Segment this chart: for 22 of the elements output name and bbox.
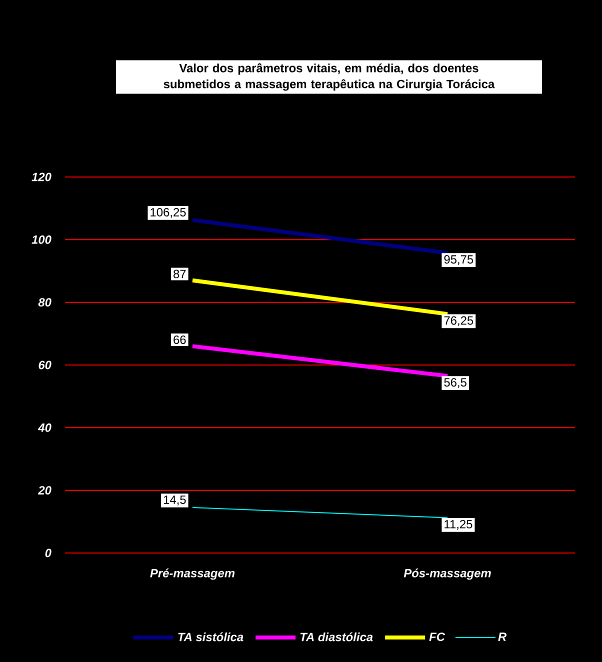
- data-label: 106,25: [150, 208, 186, 218]
- data-label: 95,75: [444, 255, 474, 266]
- y-tick-label: 80: [38, 298, 52, 307]
- y-tick-label: 100: [32, 235, 52, 244]
- legend-label: TA diastólica: [300, 632, 373, 642]
- data-label: 11,25: [444, 520, 472, 530]
- legend-label: TA sistólica: [178, 632, 244, 642]
- y-tick-label: 60: [38, 360, 52, 370]
- data-label: 76,25: [444, 316, 474, 326]
- y-tick-label: 120: [32, 172, 52, 182]
- legend-label: FC: [429, 632, 446, 642]
- legend-label: R: [498, 632, 507, 641]
- x-tick-label: Pré-massagem: [150, 568, 235, 580]
- y-tick-label: 40: [38, 423, 52, 432]
- chart-title: Valor dos parâmetros vitais, em média, dos doentes submetidos a massagem terapêutica na Cirurgia Torácica: [164, 63, 495, 91]
- y-tick-label: 20: [38, 486, 52, 495]
- y-tick-label: 0: [45, 548, 52, 558]
- data-label: 87: [174, 270, 186, 278]
- data-label: 66: [174, 336, 186, 344]
- data-label: 14,5: [164, 496, 186, 506]
- x-tick-label: Pós-massagem: [404, 568, 491, 580]
- data-label: 56,5: [444, 378, 466, 388]
